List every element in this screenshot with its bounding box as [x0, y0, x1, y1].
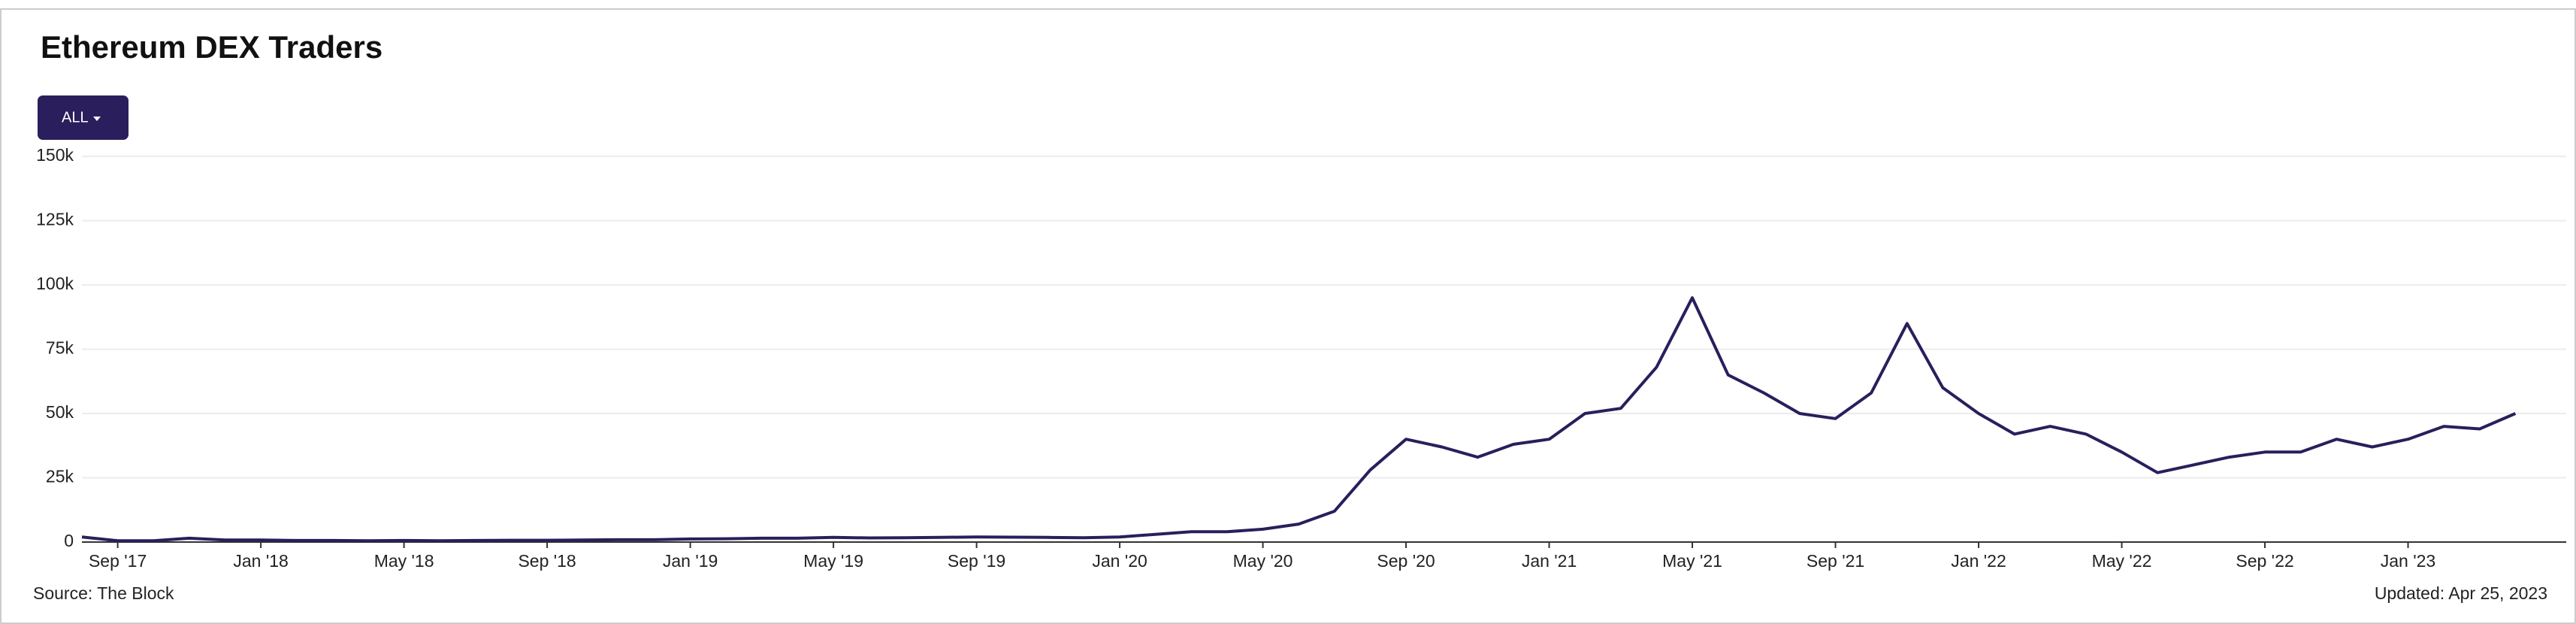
- x-tick-label: May '19: [803, 551, 863, 571]
- x-tick-label: Sep '21: [1807, 551, 1864, 571]
- x-tick-label: Jan '22: [1951, 551, 2006, 571]
- chart-title: Ethereum DEX Traders: [41, 29, 382, 65]
- y-tick-label: 25k: [46, 467, 74, 486]
- updated: Updated: Apr 25, 2023: [2375, 583, 2547, 603]
- x-tick-label: Sep '18: [518, 551, 576, 571]
- frame: [0, 8, 2576, 624]
- x-tick-label: May '21: [1662, 551, 1722, 571]
- range-button[interactable]: ALL: [38, 95, 128, 140]
- y-tick-label: 75k: [46, 338, 74, 358]
- y-tick-label: 100k: [36, 274, 74, 293]
- x-tick-label: May '20: [1233, 551, 1293, 571]
- x-tick-label: Sep '17: [89, 551, 147, 571]
- x-tick-label: Jan '23: [2381, 551, 2435, 571]
- x-tick-label: Jan '18: [233, 551, 288, 571]
- x-tick-label: Jan '19: [663, 551, 718, 571]
- y-tick-label: 125k: [36, 210, 74, 229]
- x-tick-label: May '22: [2092, 551, 2152, 571]
- line-series: [81, 296, 2517, 543]
- x-tick-label: Sep '22: [2236, 551, 2293, 571]
- y-tick-label: 0: [64, 531, 74, 550]
- caret-icon: [93, 117, 101, 121]
- y-tick-label: 50k: [46, 402, 74, 422]
- button-bg: [38, 95, 128, 140]
- x-tick-label: Sep '19: [948, 551, 1005, 571]
- x-tick-label: May '18: [374, 551, 434, 571]
- button-label[interactable]: ALL: [62, 109, 89, 126]
- x-tick-label: Jan '21: [1522, 551, 1577, 571]
- source: Source: The Block: [33, 583, 174, 603]
- x-tick-label: Sep '20: [1377, 551, 1435, 571]
- y-tick-label: 150k: [36, 145, 74, 165]
- x-tick-label: Jan '20: [1092, 551, 1147, 571]
